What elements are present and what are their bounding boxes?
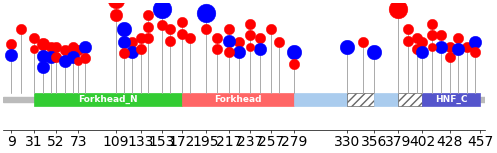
Point	[144, 14, 152, 16]
Point	[186, 37, 194, 39]
Point	[30, 47, 38, 50]
Bar	[347, 93, 374, 106]
Point	[428, 23, 436, 25]
Point	[437, 46, 445, 48]
Point	[404, 39, 412, 42]
Point	[290, 63, 298, 66]
Point	[120, 28, 128, 30]
Point	[454, 37, 462, 39]
Point	[7, 43, 15, 45]
Point	[158, 24, 166, 26]
Point	[225, 51, 233, 53]
Point	[82, 46, 89, 48]
Bar	[34, 93, 182, 106]
Point	[120, 52, 128, 54]
Point	[418, 51, 426, 53]
Point	[166, 39, 174, 42]
Point	[225, 28, 233, 30]
Point	[47, 46, 55, 48]
Point	[137, 47, 145, 50]
Point	[446, 46, 454, 48]
Point	[236, 40, 244, 43]
Point	[236, 51, 244, 53]
Point	[74, 49, 82, 52]
Point	[178, 32, 186, 35]
Point	[144, 37, 152, 39]
Bar	[294, 93, 347, 106]
Text: Forkhead_N: Forkhead_N	[78, 95, 138, 104]
Point	[246, 34, 254, 37]
Point	[437, 34, 445, 37]
Point	[144, 25, 152, 28]
Point	[225, 39, 233, 42]
Point	[52, 56, 60, 59]
Point	[74, 60, 82, 62]
Bar	[422, 93, 480, 106]
Point	[275, 40, 283, 43]
Point	[39, 54, 47, 57]
Point	[428, 46, 436, 48]
Point	[52, 46, 60, 48]
Point	[290, 51, 298, 53]
Point	[256, 37, 264, 39]
Point	[82, 57, 89, 60]
Point	[120, 40, 128, 43]
Point	[30, 37, 38, 39]
Point	[404, 28, 412, 30]
Point	[454, 47, 462, 50]
Point	[128, 51, 136, 53]
Point	[166, 28, 174, 30]
Point	[414, 37, 421, 39]
Point	[343, 46, 351, 48]
Text: Forkhead: Forkhead	[214, 95, 261, 104]
Point	[213, 37, 221, 39]
Point	[418, 40, 426, 43]
Bar	[182, 93, 294, 106]
Point	[112, 14, 120, 16]
Point	[256, 48, 264, 51]
Point	[395, 8, 403, 10]
Point	[202, 28, 210, 30]
Text: HNF_C: HNF_C	[435, 95, 468, 104]
Point	[446, 56, 454, 59]
Point	[428, 34, 436, 37]
Bar	[374, 93, 399, 106]
Point	[128, 40, 136, 43]
Point	[359, 40, 367, 43]
Point	[370, 51, 378, 53]
Point	[246, 23, 254, 25]
Point	[39, 66, 47, 68]
Point	[61, 49, 69, 52]
Point	[471, 51, 479, 53]
Point	[178, 21, 186, 23]
Point	[471, 40, 479, 43]
Point	[202, 12, 210, 15]
Point	[414, 48, 421, 51]
Point	[213, 48, 221, 51]
Point	[16, 28, 24, 30]
Point	[112, 0, 120, 1]
Point	[61, 60, 69, 62]
Point	[69, 56, 77, 59]
Point	[267, 28, 275, 30]
Bar	[399, 93, 422, 106]
Bar	[3, 97, 485, 102]
Point	[137, 37, 145, 39]
Point	[47, 56, 55, 59]
Point	[39, 43, 47, 45]
Point	[246, 46, 254, 48]
Point	[69, 46, 77, 48]
Point	[464, 46, 472, 48]
Point	[7, 54, 15, 56]
Point	[158, 8, 166, 10]
